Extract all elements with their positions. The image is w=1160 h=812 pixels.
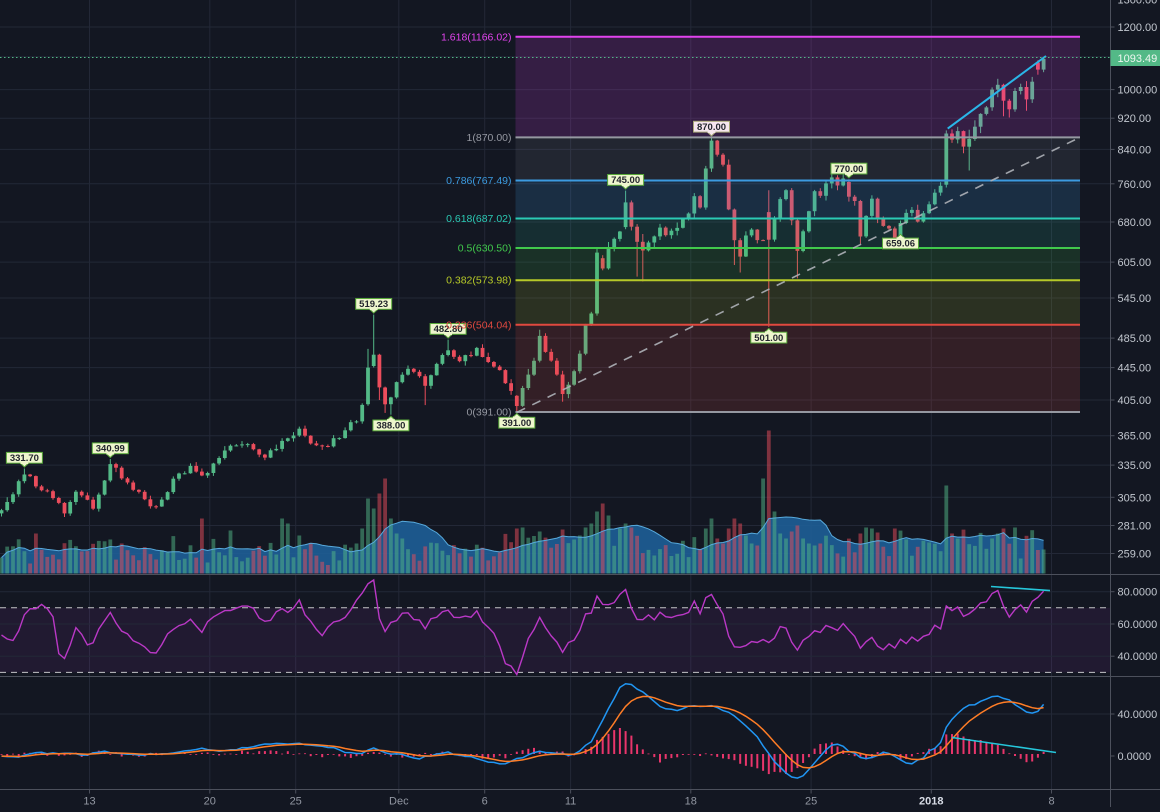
svg-text:405.00: 405.00 — [1118, 395, 1152, 407]
svg-text:501.00: 501.00 — [754, 333, 783, 344]
svg-text:335.00: 335.00 — [1118, 460, 1152, 472]
svg-text:40.0000: 40.0000 — [1118, 651, 1158, 663]
svg-text:331.70: 331.70 — [10, 453, 39, 464]
svg-text:0(391.00): 0(391.00) — [467, 407, 512, 419]
svg-text:1300.00: 1300.00 — [1118, 0, 1158, 7]
svg-text:0.0000: 0.0000 — [1118, 751, 1152, 763]
svg-text:340.99: 340.99 — [96, 444, 125, 455]
svg-text:840.00: 840.00 — [1118, 144, 1152, 156]
svg-text:445.00: 445.00 — [1118, 363, 1152, 375]
svg-text:770.00: 770.00 — [834, 164, 863, 175]
svg-text:680.00: 680.00 — [1118, 217, 1152, 229]
svg-text:25: 25 — [290, 796, 302, 808]
svg-text:391.00: 391.00 — [502, 418, 531, 429]
svg-text:388.00: 388.00 — [376, 421, 405, 432]
svg-text:259.00: 259.00 — [1118, 549, 1152, 561]
svg-text:Dec: Dec — [389, 796, 409, 808]
svg-text:60.0000: 60.0000 — [1118, 619, 1158, 631]
svg-text:485.00: 485.00 — [1118, 333, 1152, 345]
svg-text:659.06: 659.06 — [886, 239, 915, 250]
svg-text:1200.00: 1200.00 — [1118, 22, 1158, 34]
svg-text:760.00: 760.00 — [1118, 179, 1152, 191]
svg-text:305.00: 305.00 — [1118, 492, 1152, 504]
svg-text:1(870.00): 1(870.00) — [467, 132, 512, 144]
svg-text:6: 6 — [482, 796, 488, 808]
svg-text:920.00: 920.00 — [1118, 113, 1152, 125]
svg-text:365.00: 365.00 — [1118, 431, 1152, 443]
svg-text:0.382(573.98): 0.382(573.98) — [446, 275, 511, 287]
svg-text:2018: 2018 — [919, 796, 943, 808]
svg-text:870.00: 870.00 — [697, 122, 726, 133]
svg-text:18: 18 — [685, 796, 697, 808]
svg-text:0.236(504.04): 0.236(504.04) — [446, 319, 511, 331]
svg-text:545.00: 545.00 — [1118, 293, 1152, 305]
svg-text:0.786(767.49): 0.786(767.49) — [446, 175, 511, 187]
svg-text:80.0000: 80.0000 — [1118, 587, 1158, 599]
svg-text:1000.00: 1000.00 — [1118, 85, 1158, 97]
svg-text:1.618(1166.02): 1.618(1166.02) — [441, 31, 511, 43]
svg-text:0.618(687.02): 0.618(687.02) — [446, 213, 511, 225]
svg-text:519.23: 519.23 — [359, 299, 388, 310]
svg-text:0.5(630.50): 0.5(630.50) — [458, 243, 512, 255]
svg-text:745.00: 745.00 — [611, 175, 640, 186]
svg-text:11: 11 — [565, 796, 576, 808]
svg-text:1093.49: 1093.49 — [1118, 53, 1158, 65]
svg-text:13: 13 — [83, 796, 95, 808]
svg-text:40.0000: 40.0000 — [1118, 709, 1158, 721]
svg-text:8: 8 — [1048, 796, 1054, 808]
svg-text:20: 20 — [204, 796, 216, 808]
svg-text:605.00: 605.00 — [1118, 257, 1152, 269]
svg-text:281.00: 281.00 — [1118, 521, 1152, 533]
svg-text:25: 25 — [805, 796, 817, 808]
